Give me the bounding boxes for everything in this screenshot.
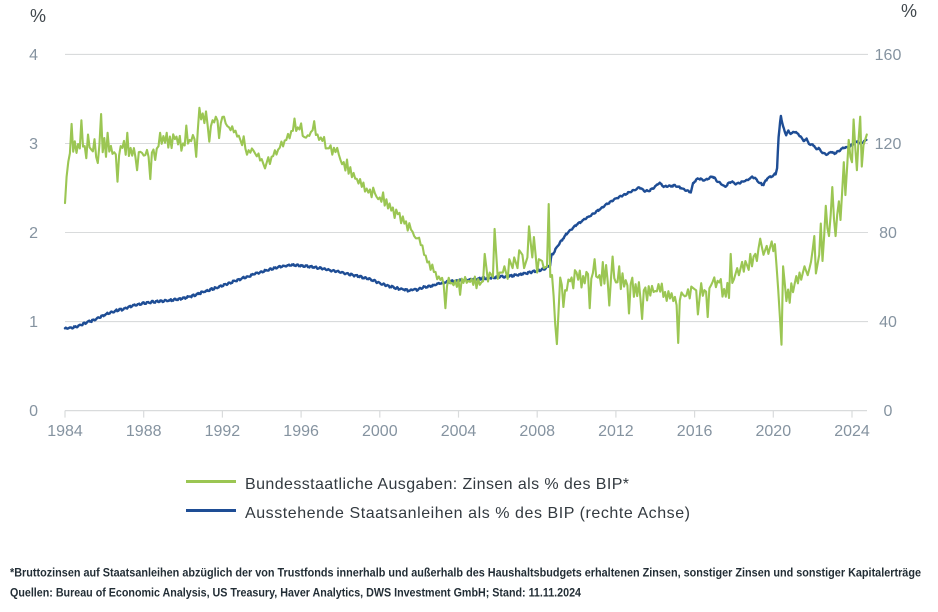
svg-text:2016: 2016 (677, 423, 713, 440)
svg-text:%: % (30, 6, 46, 26)
svg-text:Bundesstaatliche Ausgaben: Zin: Bundesstaatliche Ausgaben: Zinsen als % … (245, 476, 629, 493)
svg-text:40: 40 (879, 314, 897, 331)
svg-text:%: % (901, 1, 917, 21)
svg-text:4: 4 (29, 47, 38, 64)
svg-text:120: 120 (875, 136, 902, 153)
svg-text:2000: 2000 (362, 423, 398, 440)
svg-text:2012: 2012 (598, 423, 634, 440)
svg-text:2: 2 (29, 225, 38, 242)
svg-text:2024: 2024 (834, 423, 870, 440)
svg-text:1996: 1996 (283, 423, 319, 440)
svg-text:Quellen: Bureau of Economic An: Quellen: Bureau of Economic Analysis, US… (10, 586, 581, 600)
svg-text:1: 1 (29, 314, 38, 331)
svg-text:1992: 1992 (205, 423, 241, 440)
svg-text:0: 0 (29, 403, 38, 420)
svg-text:2008: 2008 (519, 423, 555, 440)
svg-text:Ausstehende Staatsanleihen als: Ausstehende Staatsanleihen als % des BIP… (245, 505, 690, 522)
svg-text:1988: 1988 (126, 423, 162, 440)
svg-text:0: 0 (884, 403, 893, 420)
svg-text:1984: 1984 (47, 423, 83, 440)
svg-text:3: 3 (29, 136, 38, 153)
svg-text:2020: 2020 (756, 423, 792, 440)
svg-text:160: 160 (875, 47, 902, 64)
svg-text:80: 80 (879, 225, 897, 242)
svg-text:2004: 2004 (441, 423, 477, 440)
svg-text:*Bruttozinsen auf Staatsanleih: *Bruttozinsen auf Staatsanleihen abzügli… (10, 566, 921, 580)
